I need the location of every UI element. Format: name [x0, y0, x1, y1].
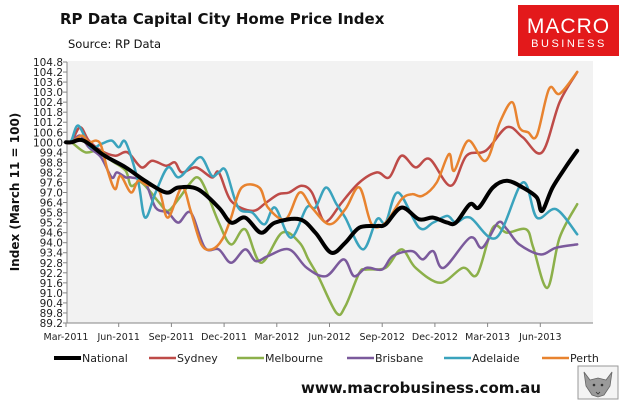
- x-tick-label: Dec-2011: [201, 332, 247, 343]
- y-tick-label: 95.2: [40, 218, 63, 230]
- legend: National Sydney Melbourne Brisbane Adelaide P…: [54, 352, 599, 365]
- series-line-national: [64, 137, 580, 255]
- x-tick-label: Mar-2012: [254, 332, 299, 343]
- y-axis: 104.8104.2103.6103.0102.4101.8101.2100.6…: [33, 57, 68, 330]
- series-lines: [64, 70, 580, 317]
- x-tick-label: Jun-2013: [518, 332, 561, 343]
- y-tick-label: 91.0: [40, 288, 63, 300]
- logo-text-macro: MACRO: [527, 15, 610, 38]
- y-tick-label: 97.6: [40, 177, 64, 189]
- legend-item-melbourne: Melbourne: [237, 352, 323, 365]
- y-axis-label: Index (March 11 = 100): [8, 113, 22, 272]
- x-tick-label: Sep-2012: [359, 332, 405, 343]
- y-tick-label: 102.4: [33, 97, 63, 109]
- series-line-adelaide: [64, 124, 579, 251]
- y-tick-label: 89.2: [40, 318, 63, 330]
- legend-item-sydney: Sydney: [149, 352, 218, 365]
- y-tick-label: 101.2: [33, 117, 63, 129]
- y-tick-label: 90.4: [40, 298, 64, 310]
- y-tick-label: 100.6: [33, 127, 63, 139]
- y-tick-label: 96.4: [40, 198, 64, 210]
- wolf-icon: [577, 365, 619, 400]
- x-tick-label: Mar-2013: [465, 332, 510, 343]
- legend-item-national: National: [54, 352, 128, 365]
- logo-background: [518, 5, 619, 56]
- y-tick-label: 98.8: [40, 157, 63, 169]
- footer-url: www.macrobusiness.com.au: [301, 379, 541, 397]
- y-tick-label: 103.0: [33, 87, 63, 99]
- x-tick-label: Jun-2011: [96, 332, 139, 343]
- y-tick-label: 99.4: [40, 147, 64, 159]
- x-axis: Mar-2011 Jun-2011 Sep-2011 Dec-2011 Mar-2012…: [44, 322, 593, 343]
- legend-label: Melbourne: [265, 352, 323, 365]
- y-tick-label: 92.2: [40, 268, 63, 280]
- y-tick-label: 103.6: [33, 77, 63, 89]
- legend-item-perth: Perth: [542, 352, 599, 365]
- legend-label: Perth: [570, 352, 599, 365]
- y-tick-label: 95.8: [40, 208, 63, 220]
- y-tick-label: 104.8: [33, 57, 63, 69]
- y-tick-label: 101.8: [33, 107, 63, 119]
- legend-label: Adelaide: [472, 352, 520, 365]
- chart-title: RP Data Capital City Home Price Index: [60, 10, 385, 28]
- y-tick-label: 93.4: [40, 248, 64, 260]
- y-tick-label: 94.6: [40, 228, 64, 240]
- legend-label: Brisbane: [375, 352, 424, 365]
- y-tick-label: 91.6: [40, 278, 64, 290]
- legend-item-adelaide: Adelaide: [444, 352, 520, 365]
- legend-item-brisbane: Brisbane: [347, 352, 424, 365]
- y-tick-label: 94.0: [40, 238, 63, 250]
- chart-subtitle: Source: RP Data: [68, 37, 161, 51]
- macrobusiness-logo: MACRO BUSINESS: [518, 5, 619, 56]
- x-tick-label: Sep-2011: [149, 332, 195, 343]
- x-tick-label: Dec-2012: [412, 332, 458, 343]
- y-tick-label: 98.2: [40, 167, 63, 179]
- legend-label: Sydney: [177, 352, 218, 365]
- series-line-brisbane: [64, 134, 579, 278]
- x-tick-label: Mar-2011: [44, 332, 89, 343]
- logo-text-business: BUSINESS: [531, 38, 607, 50]
- y-tick-label: 100.0: [33, 137, 63, 149]
- y-tick-label: 97.0: [40, 188, 63, 200]
- legend-label: National: [82, 352, 128, 365]
- y-tick-label: 104.2: [33, 67, 63, 79]
- x-tick-label: Jun-2012: [307, 332, 350, 343]
- y-tick-label: 89.8: [40, 308, 63, 320]
- y-tick-label: 92.8: [40, 258, 63, 270]
